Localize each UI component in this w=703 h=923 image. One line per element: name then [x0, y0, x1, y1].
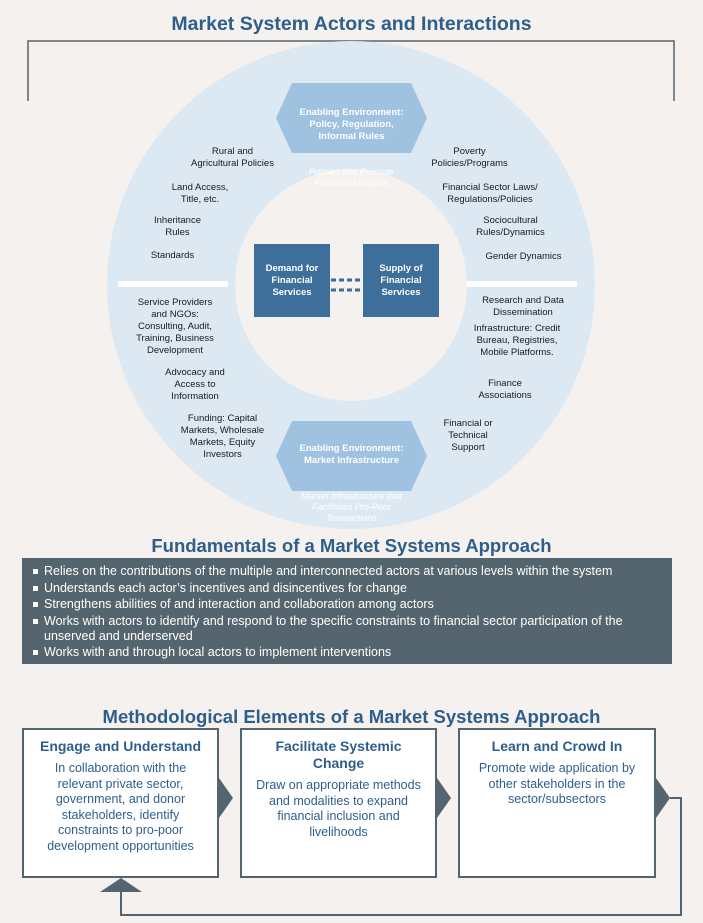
fundamentals-title: Fundamentals of a Market Systems Approac…: [151, 535, 552, 556]
fundamentals-bullet: Works with and through local actors to i…: [32, 645, 662, 660]
fundamentals-bullet: Strengthens abilities of and interaction…: [32, 597, 662, 612]
right-divider: [467, 281, 577, 287]
step-heading: Learn and Crowd In: [491, 738, 623, 754]
bottom-hexagon-text: Enabling Environment: Market Infrastruct…: [276, 425, 427, 542]
bottom-hexagon-subtitle: Market Infrastructure that Facilitates P…: [301, 491, 402, 523]
arrow-up-icon: [100, 878, 142, 892]
fundamentals-bullet: Understands each actor’s incentives and …: [32, 581, 662, 596]
fundamentals-list: Relies on the contributions of the multi…: [32, 564, 662, 660]
step-text: In collaboration with the relevant priva…: [47, 761, 194, 853]
label-finance-associations: Finance Associations: [478, 378, 532, 401]
bottom-hexagon-title: Enabling Environment: Market Infrastruct…: [299, 443, 404, 466]
label-infrastructure: Infrastructure: Credit Bureau, Registrie…: [473, 323, 561, 358]
methodology-flow: [100, 778, 682, 916]
top-hexagon: [276, 83, 427, 153]
label-technical-support: Financial or Technical Support: [443, 418, 493, 453]
step-heading: Facilitate Systemic Change: [275, 738, 402, 771]
market-system-diagram: [27, 40, 675, 529]
fundamentals-bullet: Works with actors to identify and respon…: [32, 614, 662, 644]
label-poverty: Poverty Policies/Programs: [431, 146, 508, 169]
label-sociocultural: Sociocultural Rules/Dynamics: [476, 215, 545, 238]
demand-box: Demand for Financial Services: [254, 244, 330, 317]
step-engage-understand: Engage and Understand In collaboration w…: [22, 728, 219, 878]
feedback-loop-line: [120, 797, 682, 916]
label-funding: Funding: Capital Markets, Wholesale Mark…: [180, 413, 265, 460]
arrow-right-icon: [437, 778, 451, 818]
label-financial-laws: Financial Sector Laws/ Regulations/Polic…: [442, 182, 538, 205]
left-divider: [118, 281, 228, 287]
label-standards: Standards: [150, 250, 195, 261]
label-research: Research and Data Dissemination: [482, 295, 564, 318]
label-service-providers: Service Providers and NGOs: Consulting, …: [136, 297, 214, 356]
step-text: Promote wide application by other stakeh…: [478, 761, 636, 806]
label-land-access: Land Access, Title, etc.: [171, 182, 229, 205]
arrow-right-icon: [219, 778, 233, 818]
label-gender: Gender Dynamics: [485, 251, 562, 262]
diagram-title: Market System Actors and Interactions: [171, 13, 532, 35]
step-heading: Engage and Understand: [39, 738, 202, 754]
step-facilitate-change: Facilitate Systemic Change Draw on appro…: [240, 728, 437, 878]
inner-circle: [235, 169, 467, 401]
step-text: Draw on appropriate methods and modaliti…: [256, 778, 421, 839]
fundamentals-panel: Relies on the contributions of the multi…: [22, 558, 672, 664]
label-inheritance: Inheritance Rules: [153, 215, 201, 238]
label-rural-policies: Rural and Agricultural Policies: [191, 146, 274, 169]
arrow-right-icon: [656, 778, 670, 818]
step-learn-crowd-in: Learn and Crowd In Promote wide applicat…: [458, 728, 656, 878]
fundamentals-bullet: Relies on the contributions of the multi…: [32, 564, 662, 579]
methodology-title: Methodological Elements of a Market Syst…: [102, 706, 601, 727]
supply-box: Supply of Financial Services: [363, 244, 439, 317]
top-hexagon-subtitle: Policies that Promote Financial Inclusio…: [308, 167, 395, 188]
bottom-hexagon: [276, 421, 427, 491]
label-advocacy: Advocacy and Access to Information: [165, 367, 225, 402]
top-hexagon-title: Enabling Environment: Policy, Regulation…: [299, 107, 404, 142]
top-hexagon-text: Enabling Environment: Policy, Regulation…: [276, 89, 427, 207]
